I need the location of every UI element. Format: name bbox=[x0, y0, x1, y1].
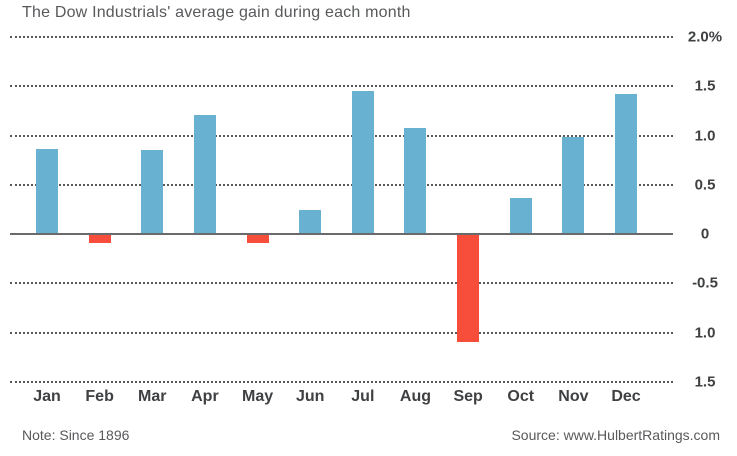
x-tick-label-feb: Feb bbox=[85, 388, 114, 405]
y-tick-label: 1.0 bbox=[694, 127, 716, 145]
x-tick-label-jul: Jul bbox=[351, 388, 375, 405]
y-tick-label: 1.5 bbox=[694, 77, 716, 95]
y-tick-label: 1.5 bbox=[694, 373, 716, 391]
source-text: Source: www.HulbertRatings.com bbox=[511, 427, 720, 443]
x-tick-label-oct: Oct bbox=[507, 388, 535, 405]
x-tick-label-sep: Sep bbox=[453, 388, 483, 405]
bar-jul bbox=[351, 91, 374, 234]
x-tick-label-jan: Jan bbox=[33, 388, 61, 405]
x-tick-label-jun: Jun bbox=[295, 388, 325, 405]
bar-may bbox=[246, 235, 269, 243]
bar-dec bbox=[615, 94, 638, 234]
x-tick-label-may: May bbox=[241, 388, 274, 405]
gridline bbox=[10, 36, 673, 38]
chart-title: The Dow Industrials' average gain during… bbox=[22, 4, 411, 21]
bar-nov bbox=[562, 136, 585, 234]
gridline bbox=[10, 134, 673, 137]
bar-oct bbox=[509, 197, 532, 234]
x-tick-label-mar: Mar bbox=[138, 388, 167, 405]
bar-feb bbox=[88, 235, 111, 243]
bar-jan bbox=[36, 149, 58, 234]
bar-mar bbox=[141, 150, 164, 234]
bar-jun bbox=[299, 210, 322, 234]
gridline bbox=[10, 183, 673, 186]
x-tick-label-apr: Apr bbox=[191, 388, 219, 405]
x-tick-label-aug: Aug bbox=[399, 388, 432, 405]
y-tick-label: 0 bbox=[700, 225, 710, 243]
y-tick-label: -0.5 bbox=[692, 274, 718, 292]
gridline bbox=[10, 282, 673, 285]
y-tick-label: 0.5 bbox=[694, 176, 716, 194]
y-tick-label: 1.0 bbox=[694, 324, 716, 342]
y-tick-label: 2.0% bbox=[687, 28, 723, 46]
bar-sep bbox=[457, 235, 480, 342]
zero-axis-line bbox=[10, 233, 673, 236]
x-tick-label-nov: Nov bbox=[558, 388, 589, 405]
bar-apr bbox=[193, 114, 216, 234]
gridline bbox=[10, 331, 673, 334]
gridline bbox=[10, 85, 673, 88]
gridline bbox=[10, 380, 673, 383]
x-tick-label-dec: Dec bbox=[611, 388, 641, 405]
bar-aug bbox=[404, 127, 427, 234]
note-text: Note: Since 1896 bbox=[22, 427, 130, 443]
